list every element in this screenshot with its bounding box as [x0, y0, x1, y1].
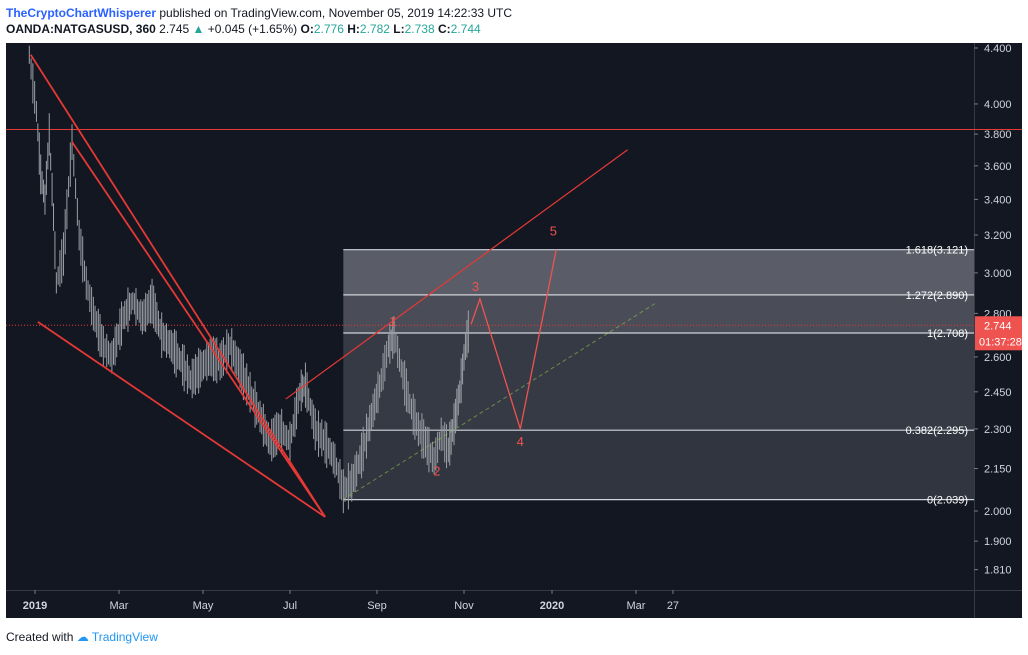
x-tick-label: 2019 — [23, 600, 47, 612]
wedge-trendline — [37, 321, 326, 518]
y-tick-label: 3.200 — [984, 230, 1012, 242]
tradingview-logo-icon: ☁ — [76, 630, 89, 644]
fib-level-label: 1.272(2.890) — [906, 290, 968, 302]
x-tick-label: Jul — [283, 600, 297, 612]
fib-zone-1 — [343, 333, 974, 431]
y-tick-label: 2.300 — [984, 424, 1012, 436]
y-tick-label: 3.600 — [984, 161, 1012, 173]
y-tick-label: 4.000 — [984, 99, 1012, 111]
open-label: O: — [300, 22, 314, 36]
wave-label: 5 — [550, 223, 557, 238]
close-label: C: — [437, 22, 451, 36]
fib-level-label: 1.618(3.121) — [906, 245, 968, 257]
footer: Created with ☁ TradingView — [6, 630, 158, 644]
author-link[interactable]: TheCryptoChartWhisperer — [6, 6, 157, 20]
y-tick-label: 3.000 — [984, 268, 1012, 280]
wave-label: 1 — [389, 314, 396, 329]
close-value: 2.744 — [450, 22, 481, 36]
wave-label: 4 — [517, 434, 524, 449]
x-tick-label: Mar — [627, 600, 646, 612]
wedge-trendline — [29, 54, 326, 518]
chart-header: TheCryptoChartWhisperer published on Tra… — [6, 5, 512, 37]
created-with-text: Created with — [6, 630, 74, 644]
low-label: L: — [393, 22, 405, 36]
high-label: H: — [347, 22, 360, 36]
fib-zone-1618 — [343, 249, 974, 295]
wave-label: 3 — [472, 279, 479, 294]
up-arrow-icon: ▲ — [192, 22, 205, 36]
x-tick-label: Mar — [110, 600, 129, 612]
publish-line: TheCryptoChartWhisperer published on Tra… — [6, 5, 512, 21]
y-tick-label: 2.000 — [984, 506, 1012, 518]
wave-projection-path — [470, 249, 557, 430]
countdown-label: 01:37:28 — [979, 336, 1022, 348]
high-value: 2.782 — [359, 22, 390, 36]
y-tick-label: 3.800 — [984, 129, 1012, 141]
low-value: 2.738 — [404, 22, 435, 36]
y-tick-label: 4.400 — [984, 43, 1012, 55]
price-change: +0.045 (+1.65%) — [207, 22, 298, 36]
ohlc-line: OANDA:NATGASUSD, 360 2.745 ▲ +0.045 (+1.… — [6, 21, 512, 37]
price-chart[interactable]: 1.618(3.121) 1.272(2.890) 1(2.708) 0.382(2.… — [6, 43, 1022, 618]
last-price: 2.745 — [159, 22, 190, 36]
x-tick-label: 27 — [667, 600, 679, 612]
wave-label: 2 — [433, 463, 440, 478]
y-tick-label: 2.450 — [984, 387, 1012, 399]
wedge-trendline — [71, 141, 326, 518]
x-tick-label: Sep — [367, 600, 387, 612]
symbol-label[interactable]: OANDA:NATGASUSD, 360 — [6, 22, 156, 36]
y-tick-label: 3.400 — [984, 194, 1012, 206]
published-text: published on TradingView.com, November 0… — [159, 6, 513, 20]
x-tick-label: May — [193, 600, 214, 612]
fib-level-label: 1(2.708) — [927, 328, 968, 340]
x-tick-label: 2020 — [540, 600, 564, 612]
price-tag-value: 2.744 — [984, 320, 1012, 332]
x-tick-label: Nov — [454, 600, 474, 612]
fib-level-label: 0.382(2.295) — [906, 425, 968, 437]
price-tag — [975, 316, 1022, 351]
fib-level-label: 0(2.039) — [927, 495, 968, 507]
channel-upper-line — [285, 149, 628, 400]
tradingview-brand[interactable]: TradingView — [91, 630, 158, 644]
y-tick-label: 1.810 — [984, 565, 1012, 577]
plot-pane — [6, 43, 974, 590]
chart-area[interactable]: 1.618(3.121) 1.272(2.890) 1(2.708) 0.382(2.… — [6, 43, 1022, 618]
y-tick-label: 2.150 — [984, 464, 1012, 476]
y-tick-label: 1.900 — [984, 536, 1012, 548]
channel-lower-dashed-line — [343, 302, 657, 500]
y-tick-label: 2.600 — [984, 352, 1012, 364]
open-value: 2.776 — [313, 22, 344, 36]
fib-zone-1272 — [343, 294, 974, 334]
